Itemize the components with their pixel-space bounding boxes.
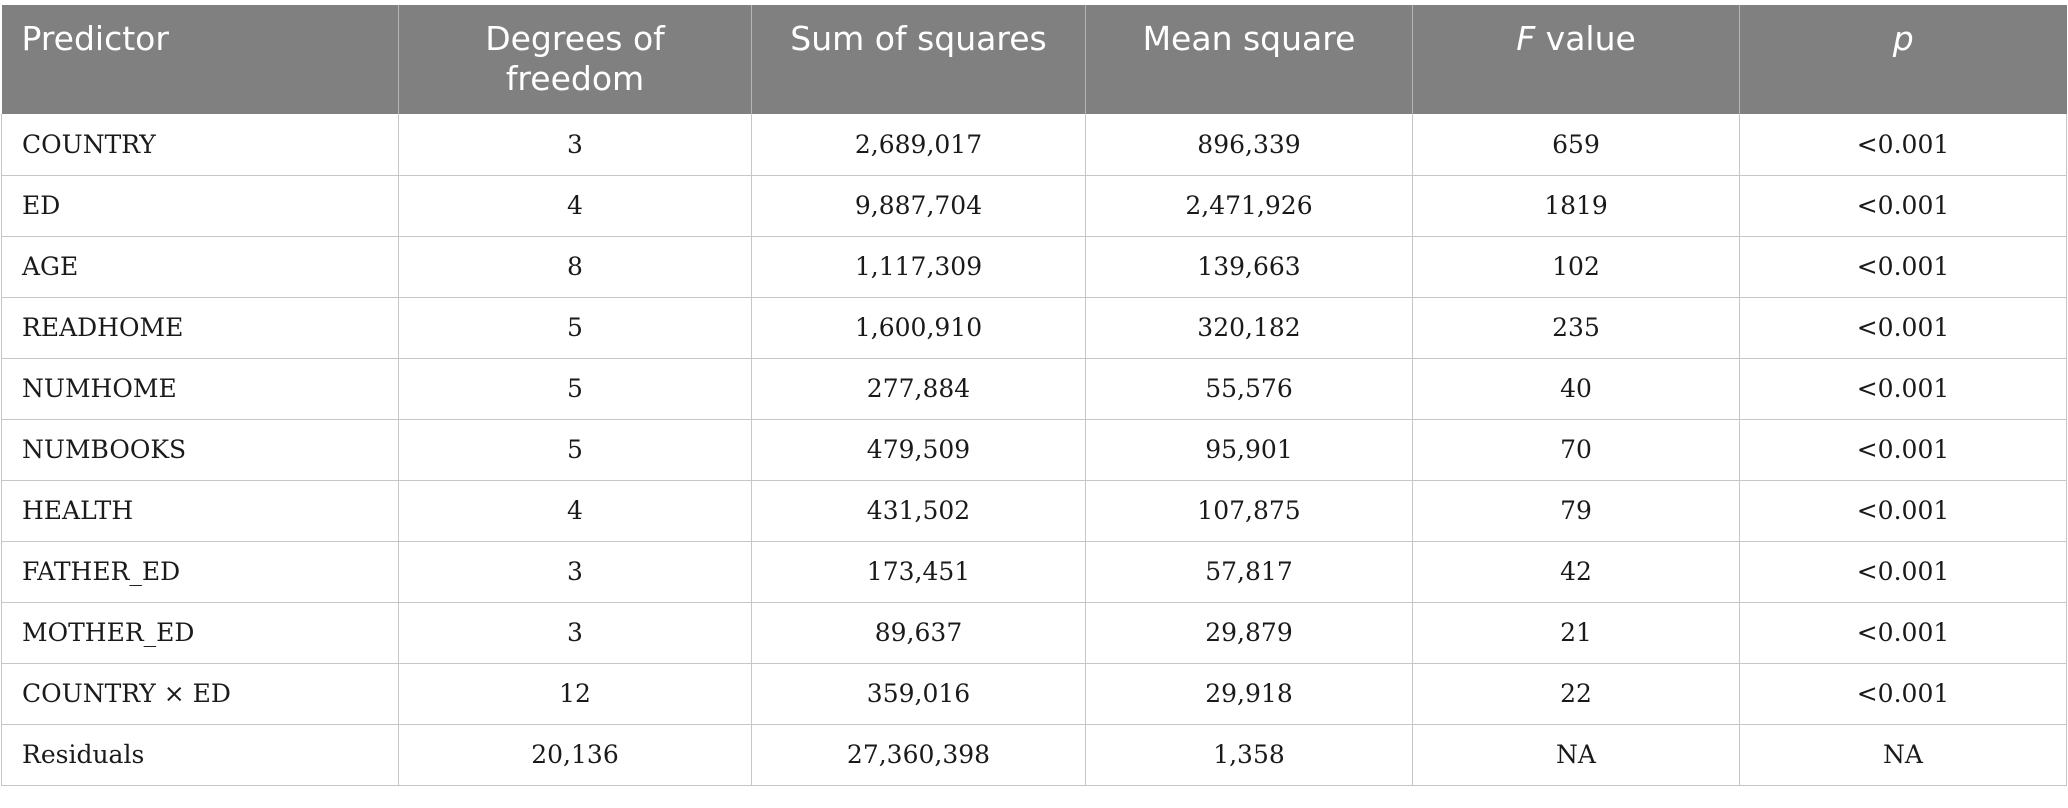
cell-f-value: NA xyxy=(1412,724,1740,786)
cell-degrees-of-freedom: 3 xyxy=(398,114,752,176)
cell-p: <0.001 xyxy=(1739,419,2067,481)
cell-p: NA xyxy=(1739,724,2067,786)
cell-sum-of-squares: 89,637 xyxy=(751,602,1086,664)
cell-mean-square: 29,918 xyxy=(1085,663,1413,725)
cell-p: <0.001 xyxy=(1739,358,2067,420)
cell-mean-square: 1,358 xyxy=(1085,724,1413,786)
cell-mean-square: 55,576 xyxy=(1085,358,1413,420)
cell-p: <0.001 xyxy=(1739,175,2067,237)
cell-f-value: 40 xyxy=(1412,358,1740,420)
cell-predictor: NUMBOOKS xyxy=(1,419,399,481)
cell-mean-square: 95,901 xyxy=(1085,419,1413,481)
cell-predictor: READHOME xyxy=(1,297,399,359)
table-row: HEALTH 4 431,502 107,875 79 <0.001 xyxy=(1,480,2067,542)
cell-mean-square: 139,663 xyxy=(1085,236,1413,298)
cell-predictor: MOTHER_ED xyxy=(1,602,399,664)
cell-predictor: ED xyxy=(1,175,399,237)
header-f-value: F value xyxy=(1412,5,1740,114)
cell-sum-of-squares: 1,600,910 xyxy=(751,297,1086,359)
cell-predictor: NUMHOME xyxy=(1,358,399,420)
cell-predictor: COUNTRY xyxy=(1,114,399,176)
cell-predictor: COUNTRY × ED xyxy=(1,663,399,725)
cell-mean-square: 2,471,926 xyxy=(1085,175,1413,237)
cell-sum-of-squares: 27,360,398 xyxy=(751,724,1086,786)
cell-f-value: 659 xyxy=(1412,114,1740,176)
table-row: MOTHER_ED 3 89,637 29,879 21 <0.001 xyxy=(1,602,2067,664)
cell-sum-of-squares: 173,451 xyxy=(751,541,1086,603)
cell-sum-of-squares: 359,016 xyxy=(751,663,1086,725)
cell-f-value: 70 xyxy=(1412,419,1740,481)
cell-p: <0.001 xyxy=(1739,541,2067,603)
cell-sum-of-squares: 431,502 xyxy=(751,480,1086,542)
cell-sum-of-squares: 277,884 xyxy=(751,358,1086,420)
cell-mean-square: 896,339 xyxy=(1085,114,1413,176)
cell-f-value: 102 xyxy=(1412,236,1740,298)
header-predictor: Predictor xyxy=(1,5,399,114)
cell-f-value: 21 xyxy=(1412,602,1740,664)
cell-mean-square: 320,182 xyxy=(1085,297,1413,359)
cell-degrees-of-freedom: 20,136 xyxy=(398,724,752,786)
header-f-suffix: value xyxy=(1535,19,1636,58)
cell-mean-square: 29,879 xyxy=(1085,602,1413,664)
cell-p: <0.001 xyxy=(1739,236,2067,298)
table-row: COUNTRY × ED 12 359,016 29,918 22 <0.001 xyxy=(1,663,2067,725)
cell-p: <0.001 xyxy=(1739,663,2067,725)
cell-sum-of-squares: 2,689,017 xyxy=(751,114,1086,176)
anova-table-container: Predictor Degrees of freedom Sum of squa… xyxy=(1,5,2067,786)
cell-degrees-of-freedom: 5 xyxy=(398,297,752,359)
cell-degrees-of-freedom: 4 xyxy=(398,480,752,542)
cell-p: <0.001 xyxy=(1739,114,2067,176)
cell-f-value: 42 xyxy=(1412,541,1740,603)
cell-degrees-of-freedom: 5 xyxy=(398,419,752,481)
table-row: Residuals 20,136 27,360,398 1,358 NA NA xyxy=(1,724,2067,786)
cell-mean-square: 57,817 xyxy=(1085,541,1413,603)
cell-p: <0.001 xyxy=(1739,602,2067,664)
cell-degrees-of-freedom: 8 xyxy=(398,236,752,298)
cell-f-value: 79 xyxy=(1412,480,1740,542)
cell-degrees-of-freedom: 3 xyxy=(398,541,752,603)
anova-table: Predictor Degrees of freedom Sum of squa… xyxy=(1,5,2067,786)
cell-f-value: 22 xyxy=(1412,663,1740,725)
header-row: Predictor Degrees of freedom Sum of squa… xyxy=(1,5,2067,114)
cell-f-value: 1819 xyxy=(1412,175,1740,237)
cell-p: <0.001 xyxy=(1739,480,2067,542)
table-body: COUNTRY 3 2,689,017 896,339 659 <0.001 ED 4 9,88… xyxy=(1,114,2067,786)
table-header: Predictor Degrees of freedom Sum of squa… xyxy=(1,5,2067,114)
cell-degrees-of-freedom: 3 xyxy=(398,602,752,664)
header-mean-square: Mean square xyxy=(1085,5,1413,114)
cell-predictor: Residuals xyxy=(1,724,399,786)
table-row: FATHER_ED 3 173,451 57,817 42 <0.001 xyxy=(1,541,2067,603)
table-row: READHOME 5 1,600,910 320,182 235 <0.001 xyxy=(1,297,2067,359)
cell-degrees-of-freedom: 5 xyxy=(398,358,752,420)
cell-predictor: HEALTH xyxy=(1,480,399,542)
cell-sum-of-squares: 9,887,704 xyxy=(751,175,1086,237)
cell-f-value: 235 xyxy=(1412,297,1740,359)
cell-degrees-of-freedom: 12 xyxy=(398,663,752,725)
cell-predictor: AGE xyxy=(1,236,399,298)
header-f-symbol: F xyxy=(1516,19,1536,58)
cell-sum-of-squares: 479,509 xyxy=(751,419,1086,481)
table-row: NUMBOOKS 5 479,509 95,901 70 <0.001 xyxy=(1,419,2067,481)
table-row: COUNTRY 3 2,689,017 896,339 659 <0.001 xyxy=(1,114,2067,176)
header-sum-of-squares: Sum of squares xyxy=(751,5,1086,114)
table-row: NUMHOME 5 277,884 55,576 40 <0.001 xyxy=(1,358,2067,420)
cell-predictor: FATHER_ED xyxy=(1,541,399,603)
header-p: p xyxy=(1739,5,2067,114)
cell-degrees-of-freedom: 4 xyxy=(398,175,752,237)
cell-sum-of-squares: 1,117,309 xyxy=(751,236,1086,298)
cell-mean-square: 107,875 xyxy=(1085,480,1413,542)
table-row: ED 4 9,887,704 2,471,926 1819 <0.001 xyxy=(1,175,2067,237)
cell-p: <0.001 xyxy=(1739,297,2067,359)
table-row: AGE 8 1,117,309 139,663 102 <0.001 xyxy=(1,236,2067,298)
header-degrees-of-freedom: Degrees of freedom xyxy=(398,5,752,114)
header-p-symbol: p xyxy=(1892,19,1914,58)
